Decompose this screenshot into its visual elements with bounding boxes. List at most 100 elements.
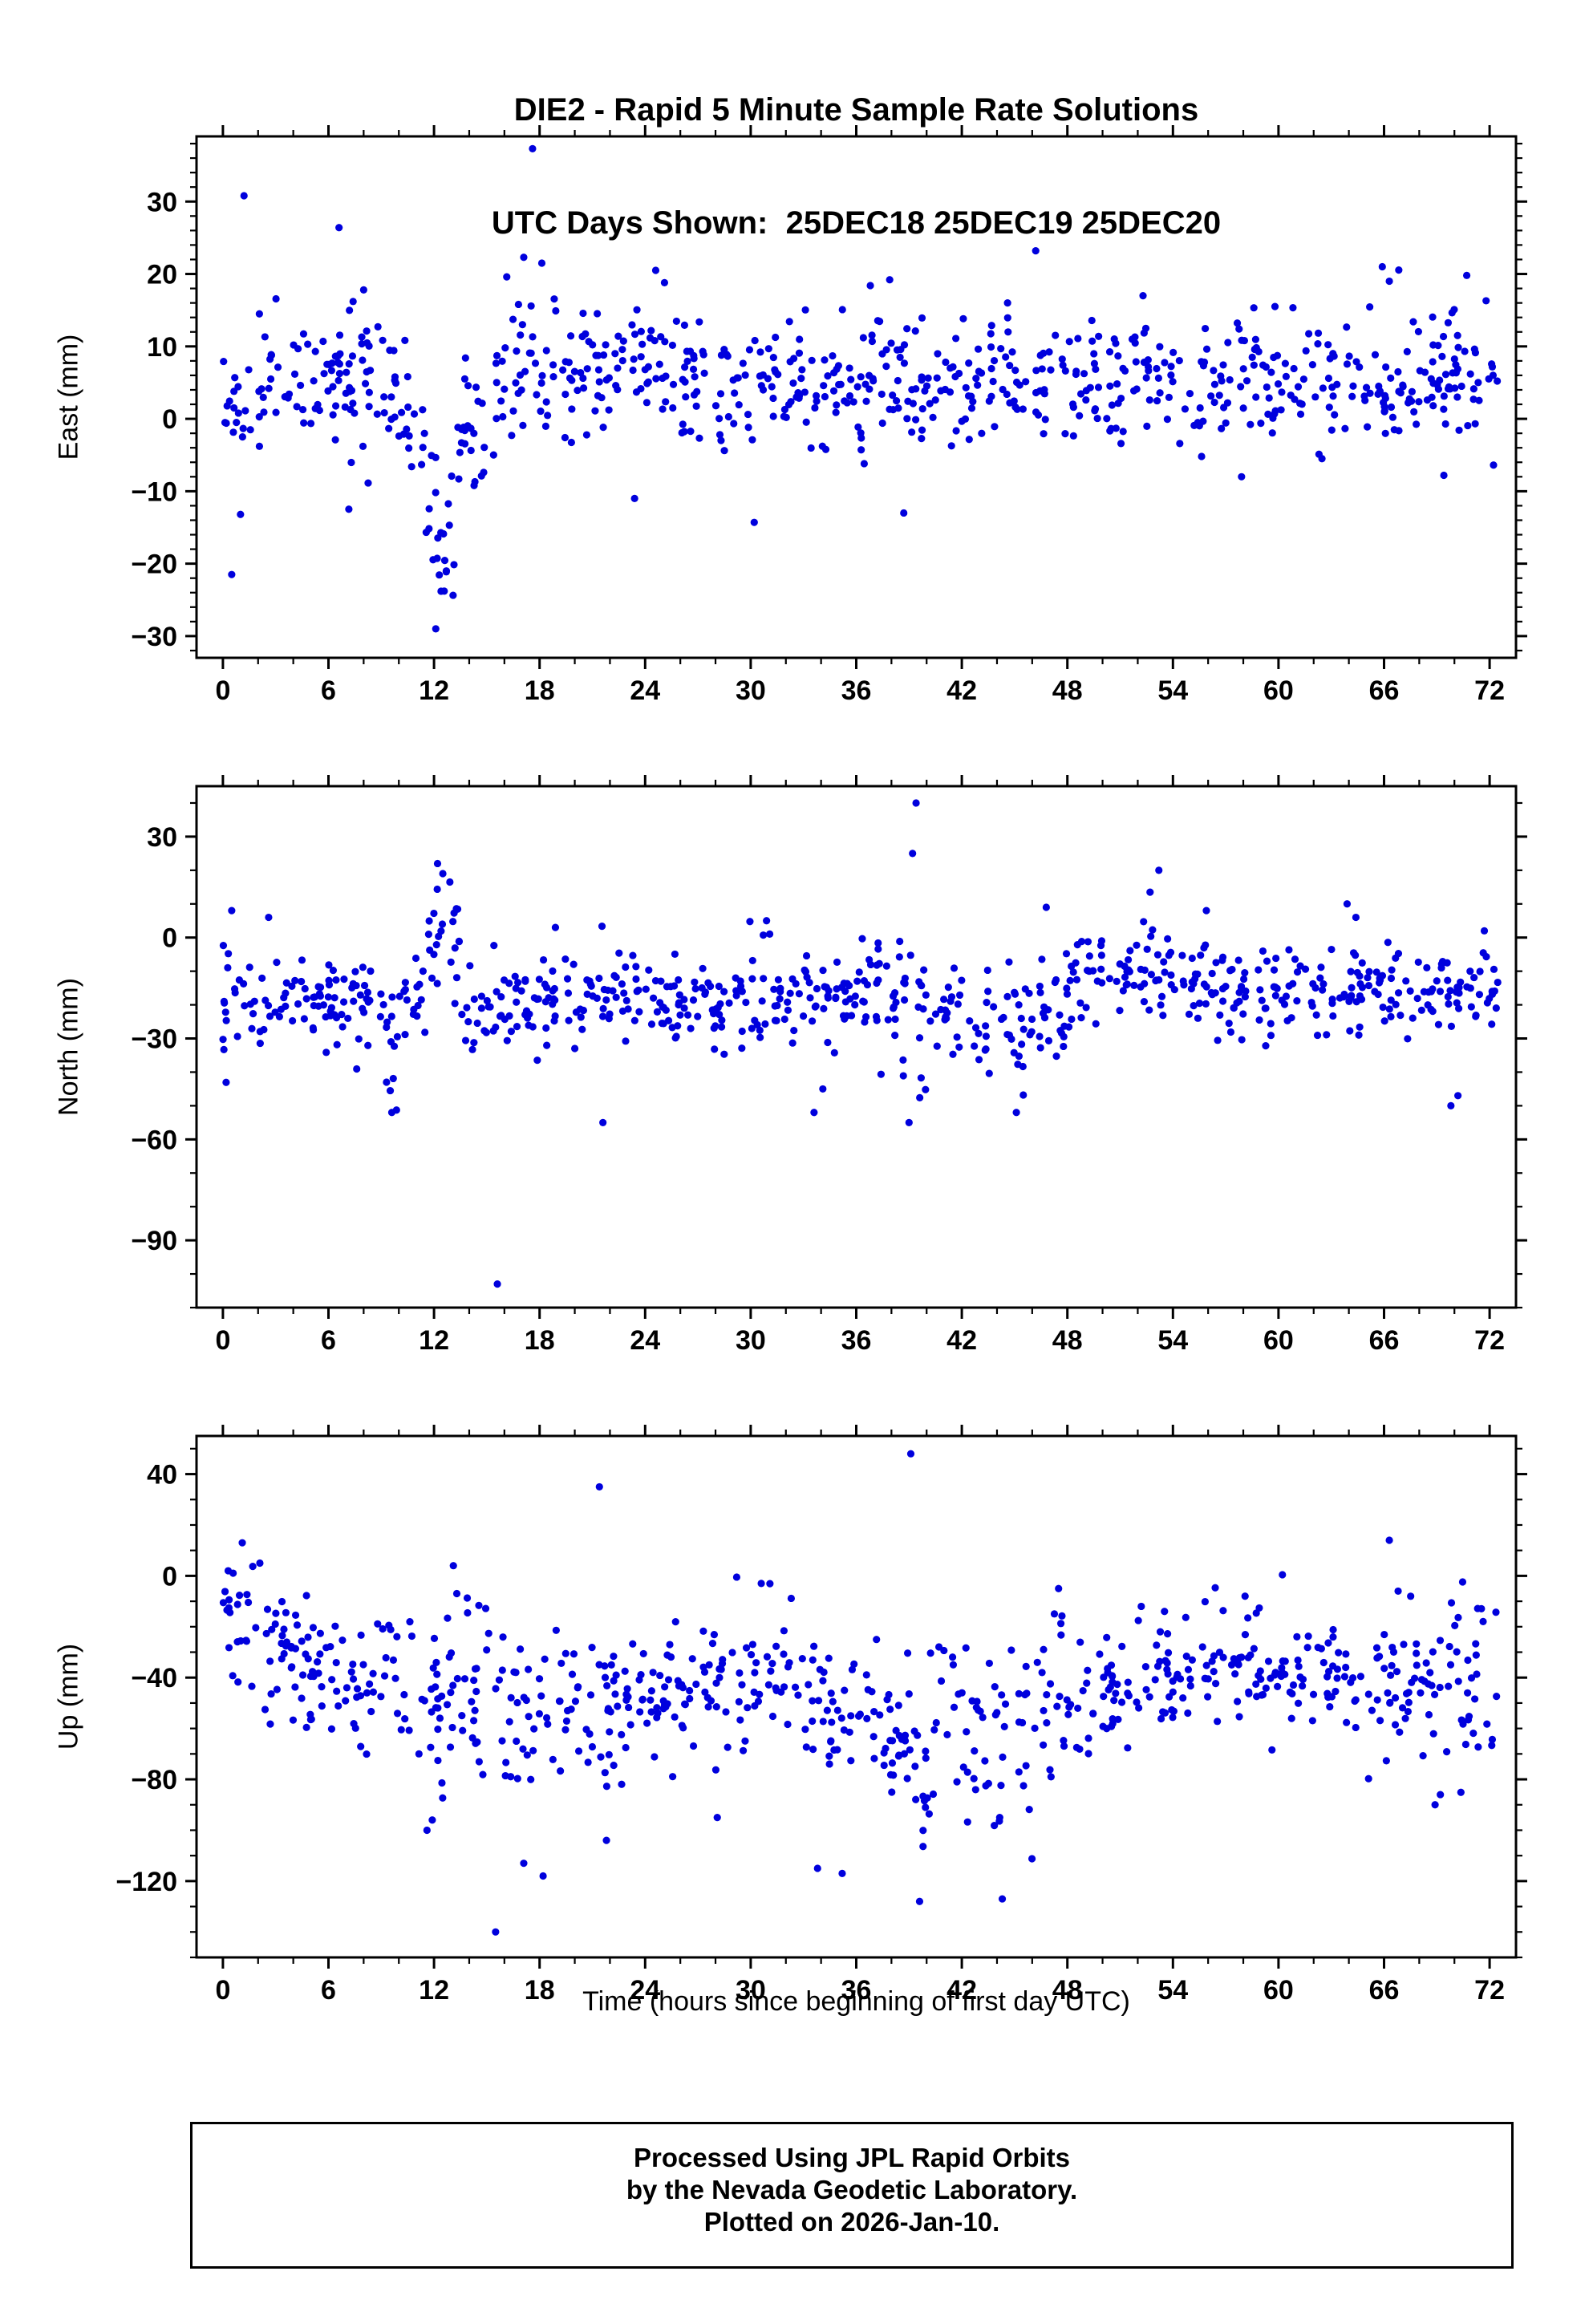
scatter-point [467,446,475,455]
scatter-point [1056,1620,1065,1628]
scatter-point [387,1038,395,1046]
scatter-point [1288,1689,1296,1697]
scatter-point [407,1632,416,1641]
scatter-point [1040,1645,1048,1653]
scatter-point [1253,1693,1261,1701]
scatter-point [509,315,517,323]
scatter-point [1464,421,1472,430]
scatter-point [1226,375,1234,384]
scatter-point [642,399,651,407]
scatter-point [1474,1743,1482,1751]
scatter-point [874,939,882,947]
scatter-point [543,1041,551,1049]
scatter-point [1018,1718,1027,1727]
scatter-point [588,1742,597,1751]
scatter-point [395,992,403,1000]
scatter-point [1282,372,1290,380]
scatter-point [288,1663,296,1671]
scatter-point [1494,377,1502,385]
scatter-point [1473,1670,1481,1678]
x-tick-label: 48 [1052,675,1083,706]
scatter-point [444,500,452,508]
scatter-point [1202,941,1210,949]
scatter-point [1040,390,1048,398]
scatter-point [539,955,548,964]
scatter-point [962,383,970,391]
scatter-point [1074,1704,1082,1713]
scatter-point [293,1621,302,1629]
scatter-point [653,1704,661,1712]
scatter-point [262,1629,270,1638]
scatter-point [1064,1710,1072,1718]
scatter-point [1000,1722,1008,1730]
scatter-point [419,967,427,975]
scatter-point [389,1074,397,1083]
scatter-point [661,1683,669,1691]
scatter-point [1417,1689,1425,1697]
scatter-point [223,1606,231,1614]
scatter-point [1278,388,1286,396]
scatter-point [259,393,267,401]
scatter-point [472,383,480,391]
scatter-point [877,1070,886,1078]
scatter-point [1160,958,1168,966]
scatter-point [1113,379,1121,388]
scatter-point [862,397,870,405]
scatter-point [987,364,995,373]
scatter-point [1364,1690,1372,1698]
scatter-point [1057,1631,1065,1639]
scatter-point [1068,400,1077,408]
scatter-point [905,1118,913,1126]
scatter-point [832,408,840,416]
scatter-point [1259,361,1267,369]
scatter-point [861,1018,869,1026]
scatter-point [522,1696,530,1705]
scatter-point [1092,365,1100,373]
scatter-point [239,424,247,432]
scatter-point [265,384,273,392]
scatter-point [802,951,811,960]
scatter-point [266,1657,274,1665]
scatter-point [453,1674,461,1683]
scatter-point [933,1042,941,1050]
scatter-point [735,400,743,409]
plot-frame [195,785,1518,1309]
scatter-point [1077,937,1086,946]
scatter-point [551,923,560,931]
scatter-point [450,561,458,569]
scatter-point [637,327,645,335]
scatter-point [505,1012,513,1020]
scatter-point [1038,955,1046,963]
scatter-point [258,974,266,982]
scatter-point [538,371,546,379]
scatter-point [633,306,641,314]
scatter-point [659,374,667,383]
scatter-point [334,1701,343,1710]
scatter-point [278,1655,286,1663]
x-tick-label: 48 [1052,1325,1083,1356]
scatter-point [1488,988,1496,996]
scatter-point [633,988,641,996]
scatter-point [385,424,393,432]
scatter-point [1161,359,1169,367]
scatter-point [335,360,343,368]
scatter-point [561,955,570,963]
scatter-point [1219,361,1227,369]
scatter-point [812,391,821,400]
scatter-point [833,1706,841,1714]
scatter-point [1475,991,1484,999]
scatter-point [789,379,797,387]
scatter-point [1131,333,1139,341]
scatter-point [266,1012,274,1020]
scatter-point [1195,422,1203,430]
scatter-point [545,994,553,1002]
scatter-point [1169,1688,1177,1696]
scatter-point [333,1040,341,1048]
scatter-point [736,1716,744,1724]
scatter-point [439,1794,447,1802]
scatter-point [233,419,241,427]
scatter-point [918,426,926,434]
scatter-point [455,938,464,946]
scatter-point [1076,999,1084,1007]
x-tick-label: 36 [841,1975,872,2006]
